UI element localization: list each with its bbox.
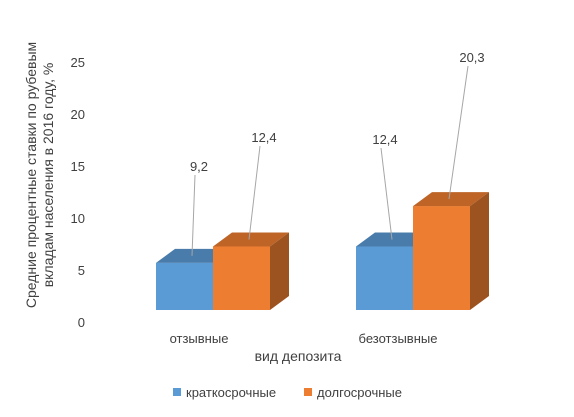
data-label-leader (448, 65, 469, 200)
bar (413, 192, 489, 310)
data-labels: 9,2 12,4 12,4 20,3 (190, 50, 485, 256)
legend-item: краткосрочные (173, 385, 276, 400)
legend-label: краткосрочные (186, 385, 276, 400)
x-tick-label: отзывные (170, 331, 229, 346)
x-tick-label: безотзывные (359, 331, 438, 346)
bar-front (213, 246, 270, 310)
y-axis-title-line-1: Средние процентные ставки по рубевым (23, 42, 39, 308)
y-tick-label: 25 (71, 55, 85, 70)
bars (156, 192, 489, 310)
y-axis-title: Средние процентные ставки по рубевым вкл… (23, 42, 56, 308)
y-tick-label: 15 (71, 159, 85, 174)
data-label-leader (191, 174, 196, 256)
data-label: 12,4 (372, 132, 397, 147)
y-axis-title-line-2: вкладам населения в 2016 году, % (40, 63, 56, 288)
data-label-leader (248, 145, 261, 240)
data-label: 20,3 (459, 50, 484, 65)
data-label-leader (380, 147, 393, 240)
bar-side (270, 232, 289, 310)
legend-label: долгосрочные (317, 385, 402, 400)
bar-front (356, 246, 413, 310)
y-tick-label: 20 (71, 107, 85, 122)
legend-swatch (173, 388, 181, 396)
legend-swatch (304, 388, 312, 396)
y-axis-ticks: 0 5 10 15 20 25 (71, 55, 85, 330)
bar-front (413, 206, 470, 310)
x-axis-title: вид депозита (255, 348, 342, 364)
legend-item: долгосрочные (304, 385, 402, 400)
bar-front (156, 262, 213, 310)
data-label: 12,4 (251, 130, 276, 145)
x-axis-ticks: отзывные безотзывные (170, 331, 438, 346)
y-tick-label: 0 (78, 315, 85, 330)
bar-side (470, 192, 489, 310)
y-tick-label: 10 (71, 211, 85, 226)
legend: краткосрочные долгосрочные (173, 385, 402, 400)
bar-top (213, 232, 289, 247)
y-tick-label: 5 (78, 263, 85, 278)
bar (213, 232, 289, 310)
bar-top (413, 192, 489, 207)
data-label: 9,2 (190, 159, 208, 174)
